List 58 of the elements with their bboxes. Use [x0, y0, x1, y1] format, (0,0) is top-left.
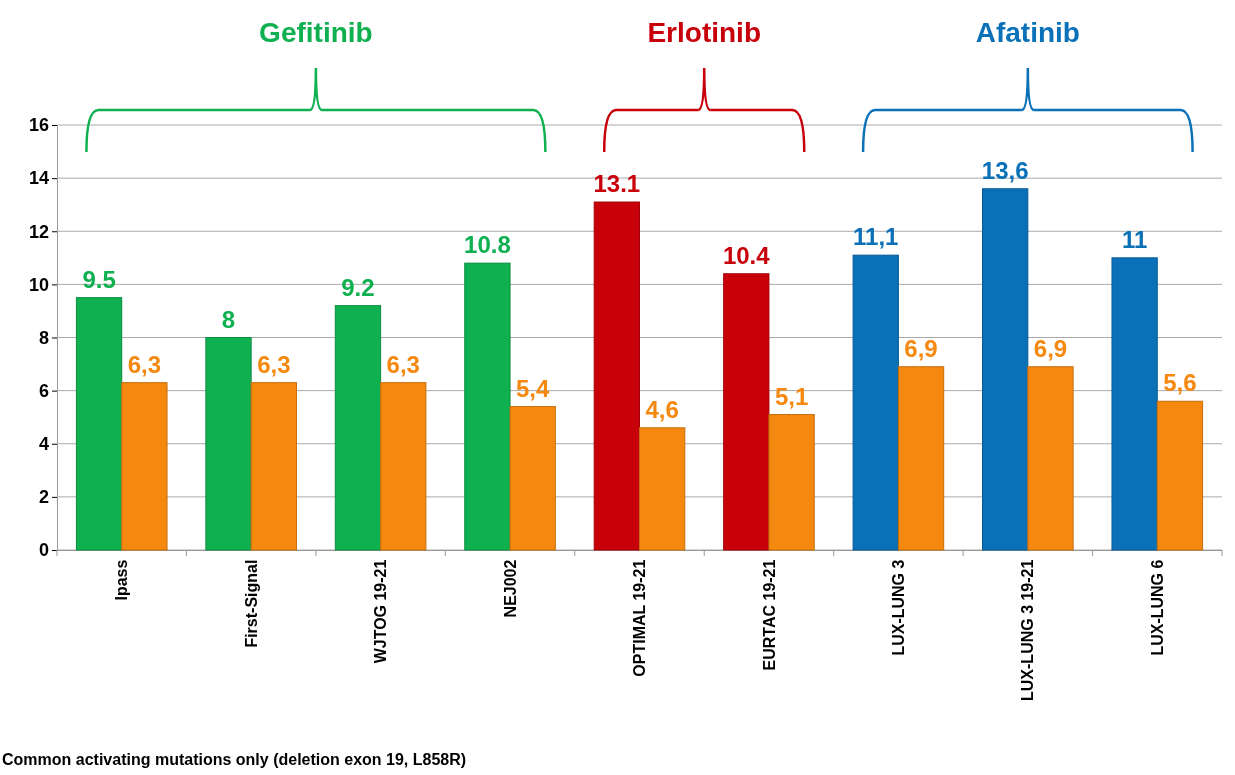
text: Gefitinib: [259, 17, 373, 48]
data-label: 6,3: [257, 350, 291, 378]
y-tick-label: 12: [28, 221, 49, 242]
x-tick-label: EURTAC 19-21: [760, 559, 778, 671]
bar: [723, 273, 770, 551]
x-tick-label: WJTOG 19-21: [372, 559, 390, 664]
text: Afatinib: [975, 17, 1080, 48]
data-label: 5,4: [516, 374, 551, 402]
x-tick-label: First-Signal: [242, 559, 260, 648]
data-label: 6,9: [1033, 334, 1068, 362]
bar: [334, 305, 382, 551]
bar: [1156, 400, 1204, 551]
y-tick-label: 6: [38, 380, 49, 401]
data-label: 4,6: [645, 395, 679, 423]
bar: [897, 366, 945, 551]
data-label: 9.2: [341, 273, 375, 301]
x-tick-label: Ipass: [113, 559, 131, 601]
data-label: 10.8: [464, 231, 511, 259]
bar: [639, 427, 686, 551]
y-tick-label: 0: [38, 540, 49, 561]
y-tick-label: 14: [28, 168, 49, 189]
bar: [768, 414, 815, 551]
bar: [1027, 366, 1074, 551]
data-label: 11: [1121, 225, 1148, 253]
bar: [464, 262, 511, 551]
y-tick-label: 2: [38, 487, 49, 508]
bar: [982, 188, 1029, 551]
bar: [380, 382, 427, 551]
x-tick-label: OPTIMAL 19-21: [631, 559, 649, 677]
data-label: 6,3: [386, 350, 420, 378]
x-tick-label: LUX-LUNG 6: [1148, 559, 1166, 656]
text: Erlotinib: [647, 17, 761, 48]
bar: [852, 254, 899, 551]
data-label: 13.1: [593, 170, 641, 198]
bar: [121, 382, 168, 551]
data-label: 8: [221, 305, 236, 333]
bar: [205, 337, 252, 551]
bar: [509, 406, 556, 551]
x-tick-label: NEJ002: [501, 559, 519, 618]
bar: [593, 201, 640, 551]
data-label: 9.5: [82, 265, 116, 293]
text: Common activating mutations only (deletion exon 19, L858R): [2, 751, 467, 768]
data-label: 5,1: [774, 382, 809, 410]
bar: [250, 382, 297, 551]
bar: [1111, 257, 1158, 551]
y-tick-label: 16: [28, 115, 49, 136]
y-tick-label: 10: [28, 274, 49, 295]
data-label: 6,3: [127, 350, 162, 378]
data-label: 11,1: [853, 223, 899, 251]
x-tick-label: LUX-LUNG 3 19-21: [1019, 559, 1037, 701]
data-label: 5,6: [1163, 369, 1197, 397]
bar: [75, 297, 123, 551]
y-tick-label: 4: [38, 434, 49, 455]
data-label: 13,6: [981, 156, 1029, 184]
data-label: 10.4: [722, 241, 771, 269]
y-tick-label: 8: [38, 327, 49, 348]
data-label: 6,9: [904, 334, 938, 362]
x-tick-label: LUX-LUNG 3: [889, 559, 907, 656]
